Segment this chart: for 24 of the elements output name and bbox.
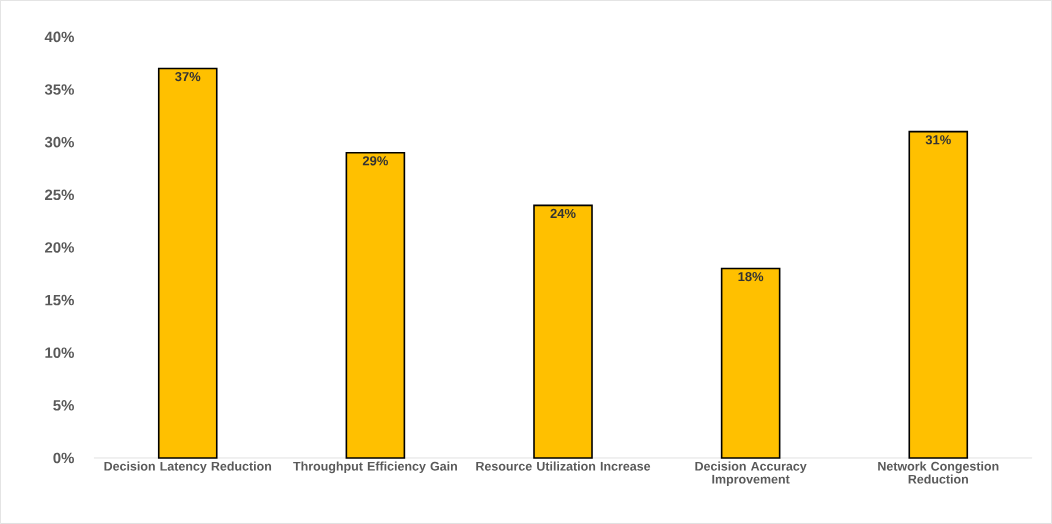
y-tick-label: 15% (45, 294, 74, 306)
bar (345, 151, 406, 459)
x-tick-label: Network Congestion Reduction (878, 461, 999, 484)
data-label: 37% (175, 72, 201, 82)
y-tick-label: 35% (44, 84, 74, 95)
y-tick-label: 10% (45, 347, 74, 359)
x-tick-label: Throughput Efficiency Gain (293, 461, 457, 474)
y-tick-label: 40% (44, 31, 74, 43)
data-label: 31% (925, 135, 951, 145)
data-label: 18% (738, 272, 764, 282)
bar (157, 67, 218, 459)
y-tick-label: 25% (45, 189, 74, 201)
y-tick-label: 30% (44, 136, 74, 148)
x-tick-label: Decision Latency Reduction (104, 461, 272, 474)
bar (908, 130, 969, 459)
y-tick-label: 5% (53, 400, 74, 411)
bar (720, 267, 781, 459)
data-label: 24% (550, 208, 576, 219)
y-tick-label: 0% (53, 452, 74, 464)
bar (533, 204, 593, 459)
y-tick-label: 20% (45, 242, 74, 253)
x-tick-label: Decision Accuracy Improvement (695, 461, 807, 487)
x-tick-label: Resource Utilization Increase (476, 461, 651, 471)
data-label: 29% (362, 156, 388, 166)
